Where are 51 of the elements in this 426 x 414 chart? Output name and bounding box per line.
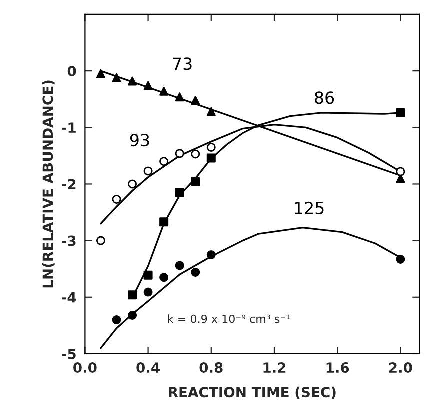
x-tick-label: 0.8 — [200, 362, 223, 374]
annotation: k = 0.9 x 10⁻⁹ cm³ s⁻¹ — [168, 314, 290, 324]
point — [191, 96, 200, 105]
y-tick-label: -4 — [62, 292, 76, 303]
point — [128, 310, 138, 320]
point — [112, 73, 122, 82]
point — [191, 150, 200, 159]
point — [206, 107, 216, 116]
point — [96, 236, 106, 246]
series-label: 73 — [173, 58, 192, 70]
point — [144, 166, 153, 176]
point — [206, 142, 216, 152]
x-tick-label: 0.0 — [74, 362, 97, 374]
point — [396, 254, 406, 264]
x-tick-label: 1.6 — [326, 362, 350, 374]
point — [128, 180, 138, 189]
y-tick-label: -5 — [62, 349, 76, 360]
point — [128, 76, 138, 86]
point — [160, 273, 169, 282]
y-tick-label: 0 — [68, 66, 76, 77]
point — [175, 261, 184, 270]
x-tick-label: 0.4 — [136, 362, 160, 374]
point — [175, 149, 184, 158]
point — [206, 250, 216, 260]
point — [160, 218, 169, 227]
y-tick-label: -3 — [62, 236, 76, 246]
point — [96, 69, 106, 78]
point — [396, 167, 406, 176]
point — [112, 316, 122, 325]
point — [396, 108, 406, 118]
point — [191, 268, 200, 277]
x-tick-label: 2.0 — [389, 362, 412, 374]
y-axis-title: LN(RELATIVE ABUNDANCE) — [42, 80, 55, 288]
point — [144, 270, 153, 280]
series-label: 86 — [315, 92, 334, 104]
series-label: 125 — [295, 202, 324, 215]
point — [160, 86, 169, 96]
x-axis-title: REACTION TIME (SEC) — [169, 386, 336, 400]
y-tick-label: -1 — [62, 122, 76, 133]
point — [144, 81, 153, 90]
point — [191, 177, 200, 186]
y-tick-label: -2 — [62, 179, 76, 190]
x-tick-label: 1.2 — [264, 362, 286, 373]
point — [160, 157, 169, 166]
point — [175, 92, 184, 102]
series-label: 93 — [130, 134, 150, 147]
point — [128, 290, 138, 300]
point — [175, 188, 184, 198]
point — [206, 154, 216, 163]
point — [112, 195, 122, 204]
point — [144, 288, 153, 297]
